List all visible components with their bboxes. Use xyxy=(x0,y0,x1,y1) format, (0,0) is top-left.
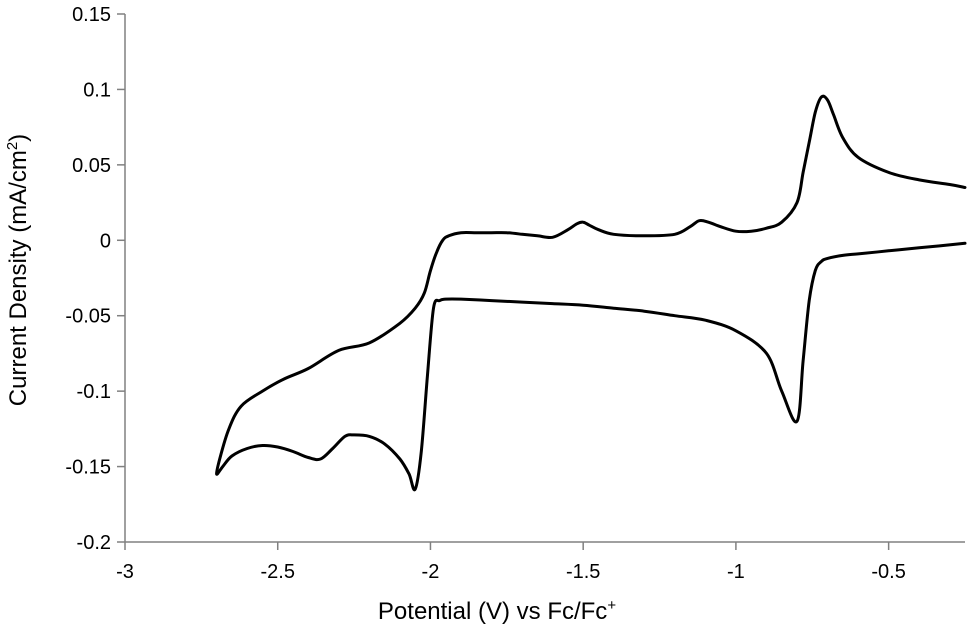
y-tick-label: 0 xyxy=(100,230,111,252)
x-axis-tick-labels: -3 -2.5 -2 -1.5 -1 -0.5 xyxy=(116,561,906,583)
y-axis-title-close: ) xyxy=(5,134,32,142)
x-axis-title: Potential (V) vs Fc/Fc+ xyxy=(378,597,616,625)
x-axis-title-superscript: + xyxy=(607,597,616,614)
y-axis-tick-labels: -0.2 -0.15 -0.1 -0.05 0 0.05 0.1 0.15 xyxy=(65,4,111,554)
x-axis-ticks xyxy=(124,542,890,550)
y-axis-ticks xyxy=(117,13,125,543)
y-axis-title: Current Density (mA/cm2) xyxy=(4,134,32,406)
y-tick-label: 0.05 xyxy=(72,155,111,177)
x-axis-title-main: Potential (V) vs Fc/Fc xyxy=(378,598,607,625)
y-tick-label: -0.2 xyxy=(77,532,111,554)
y-tick-label: 0.15 xyxy=(72,4,111,26)
x-tick-label: -3 xyxy=(116,561,134,583)
y-tick-label: -0.05 xyxy=(65,306,111,328)
x-tick-label: -1.5 xyxy=(566,561,600,583)
x-tick-label: -1 xyxy=(727,561,745,583)
y-tick-label: -0.1 xyxy=(77,381,111,403)
x-tick-label: -2 xyxy=(422,561,440,583)
series-line xyxy=(215,94,967,492)
y-tick-label: -0.15 xyxy=(65,457,111,479)
y-axis-title-main: Current Density (mA/cm xyxy=(5,150,32,406)
y-tick-label: 0.1 xyxy=(83,79,111,101)
x-tick-label: -2.5 xyxy=(260,561,294,583)
x-tick-label: -0.5 xyxy=(871,561,905,583)
y-axis-title-superscript: 2 xyxy=(4,142,21,150)
